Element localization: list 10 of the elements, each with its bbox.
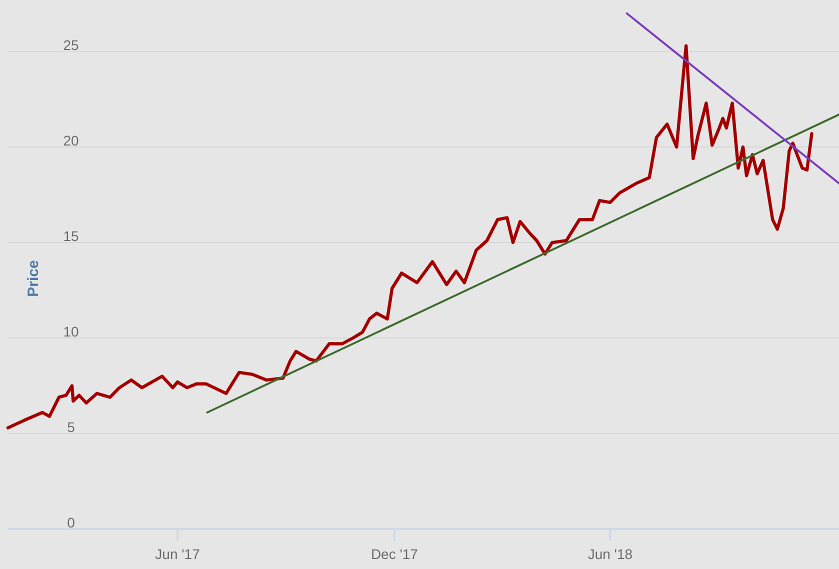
y-axis-title: Price — [25, 260, 42, 297]
x-tick-label: Jun '18 — [588, 546, 633, 562]
y-tick-label: 10 — [63, 324, 79, 340]
y-tick-label: 5 — [67, 419, 76, 436]
y-tick-label: 0 — [67, 514, 76, 531]
y-tick-label: 15 — [63, 228, 79, 244]
y-tick-label: 25 — [63, 37, 79, 54]
x-tick-label: Jun '17 — [155, 546, 200, 562]
y-tick-label: 20 — [63, 132, 79, 149]
x-tick-label: Dec '17 — [370, 546, 418, 562]
